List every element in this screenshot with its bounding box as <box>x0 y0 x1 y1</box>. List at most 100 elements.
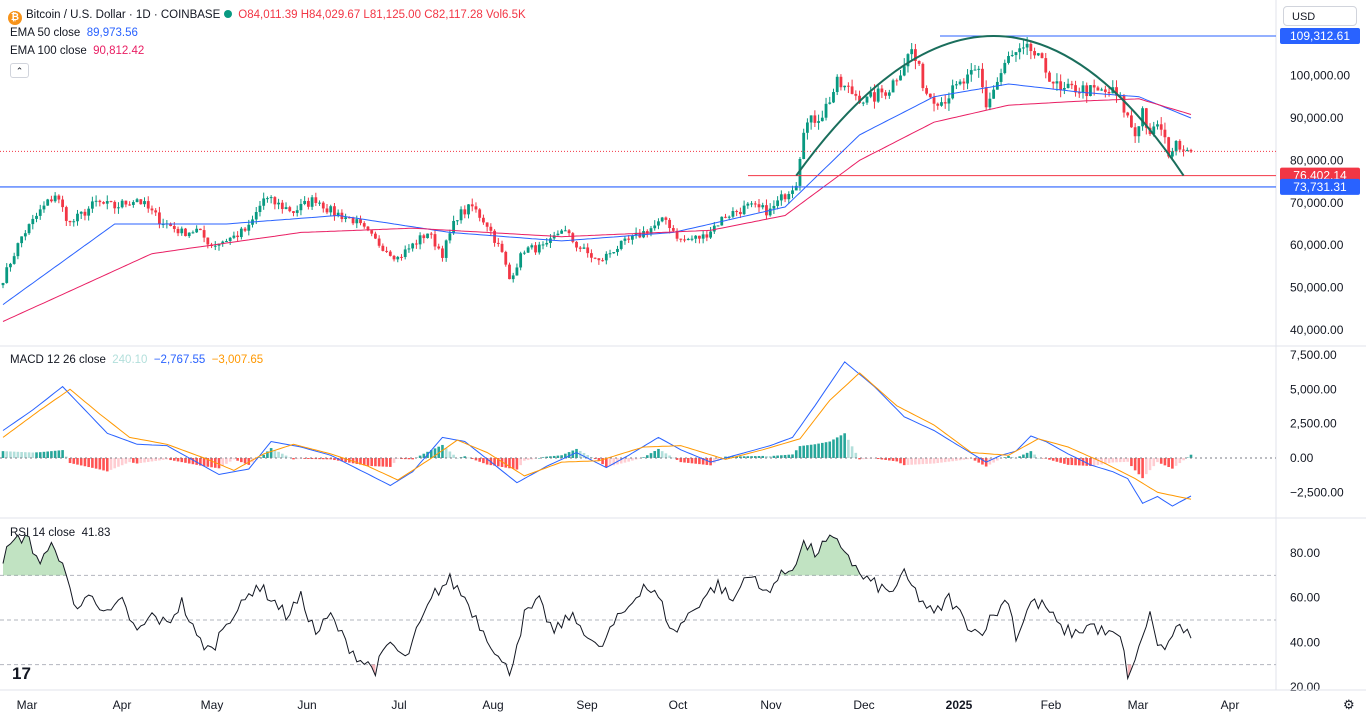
candle-body <box>768 208 772 216</box>
rsi-legend[interactable]: RSI 14 close 41.83 <box>10 525 110 541</box>
ohlc-volume: Vol6.5K <box>486 9 526 21</box>
macd-hist-bar <box>1096 458 1100 465</box>
macd-hist-bar <box>362 458 366 466</box>
candle-body <box>418 235 422 245</box>
candle-body <box>824 103 828 118</box>
macd-hist-bar <box>422 453 426 458</box>
price-tick-label: 60,000.00 <box>1290 238 1344 252</box>
tradingview-logo[interactable]: 17 <box>12 664 31 683</box>
candle-body <box>437 246 441 249</box>
rsi-label: RSI 14 close <box>10 527 76 539</box>
macd-hist-bar <box>452 454 455 458</box>
candle-body <box>750 203 753 205</box>
macd-hist-bar <box>735 456 738 458</box>
candle-body <box>738 211 742 215</box>
macd-hist-bar <box>407 458 411 460</box>
price-tick-label: 80,000.00 <box>1290 153 1344 167</box>
candle-body <box>1059 81 1063 90</box>
macd-hist-bar <box>902 458 906 466</box>
candle-body <box>586 247 590 254</box>
market-open-dot-icon <box>224 10 233 18</box>
candle-body <box>753 203 757 205</box>
macd-hist-bar <box>46 451 49 458</box>
macd-hist-bar <box>713 458 716 464</box>
candle-body <box>1085 85 1089 97</box>
collapse-legend-button[interactable]: ⌃ <box>10 63 29 78</box>
macd-hist-bar <box>668 455 671 458</box>
price-tick-label: 70,000.00 <box>1290 196 1344 210</box>
candle-body <box>526 247 530 253</box>
macd-hist-bar <box>377 458 381 467</box>
macd-hist-bar <box>165 458 169 460</box>
macd-hist-bar <box>470 458 474 460</box>
candle-body <box>20 236 24 244</box>
price-tick-label: 90,000.00 <box>1290 111 1344 125</box>
candle-body <box>709 231 712 238</box>
candle-body <box>891 80 895 93</box>
macd-hist-bar <box>359 458 362 465</box>
candle-body <box>1152 126 1156 135</box>
macd-hist-bar <box>746 456 750 458</box>
candle-body <box>977 68 981 70</box>
macd-hist-bar <box>1059 458 1062 463</box>
macd-hist-bar <box>996 458 999 461</box>
candle-body <box>1174 140 1178 152</box>
macd-hist-bar <box>880 458 884 460</box>
macd-hist-bar <box>269 448 273 458</box>
macd-hist-bar <box>765 456 768 458</box>
ema100-legend[interactable]: EMA 100 close 90,812.42 <box>10 43 144 59</box>
macd-hist-bar <box>1115 458 1118 463</box>
macd-hist-bar <box>977 458 981 463</box>
macd-hist-bar <box>199 458 202 466</box>
macd-hist-bar <box>1118 458 1122 463</box>
macd-legend[interactable]: MACD 12 26 close 240.10 −2,767.55 −3,007… <box>10 352 263 368</box>
macd-hist-bar <box>418 455 422 458</box>
time-tick-label: 2025 <box>946 698 973 712</box>
candle-body <box>202 230 206 238</box>
candle-body <box>694 235 698 239</box>
candle-body <box>925 88 928 94</box>
candle-body <box>1062 88 1066 90</box>
macd-hist-bar <box>232 458 236 460</box>
macd-hist-bar <box>284 455 288 458</box>
candle-body <box>861 102 865 104</box>
macd-hist-bar <box>262 454 265 458</box>
macd-hist-bar <box>1040 458 1044 459</box>
macd-hist-bar <box>456 458 459 459</box>
macd-hist-bar <box>951 458 954 462</box>
rsi-overbought-fill <box>781 535 860 576</box>
time-tick-label: Apr <box>1221 698 1240 712</box>
candle-body <box>117 207 120 209</box>
candle-body <box>303 200 307 204</box>
macd-hist-bar <box>441 444 444 458</box>
price-tick-label: 100,000.00 <box>1290 69 1350 83</box>
candle-body <box>195 228 199 233</box>
candle-body <box>686 238 690 241</box>
macd-hist-bar <box>243 458 247 464</box>
macd-hist-bar <box>876 458 880 460</box>
macd-hist-bar <box>1107 458 1111 464</box>
currency-selector[interactable]: USD <box>1283 6 1357 26</box>
candle-body <box>1159 124 1163 130</box>
macd-hist-bar <box>180 458 184 463</box>
macd-hist-bar <box>292 458 295 460</box>
macd-hist-bar <box>1133 458 1137 471</box>
macd-hist-bar <box>1178 458 1182 464</box>
macd-hist-bar <box>519 458 522 466</box>
time-tick-label: Aug <box>482 698 503 712</box>
candle-body <box>232 235 236 238</box>
macd-hist-bar <box>888 458 891 461</box>
candle-body <box>1022 47 1025 49</box>
macd-hist-bar <box>1070 458 1074 466</box>
macd-hist-bar <box>776 455 779 458</box>
macd-hist-bar <box>385 458 388 467</box>
ema50-legend[interactable]: EMA 50 close 89,973.56 <box>10 25 138 41</box>
gear-icon[interactable]: ⚙ <box>1343 697 1355 712</box>
candle-body <box>135 199 139 203</box>
candle-body <box>515 267 519 276</box>
macd-hist-bar <box>612 458 616 466</box>
macd-hist-bar <box>1010 456 1014 458</box>
macd-hist-bar <box>266 451 269 458</box>
macd-hist-bar <box>1029 451 1033 458</box>
